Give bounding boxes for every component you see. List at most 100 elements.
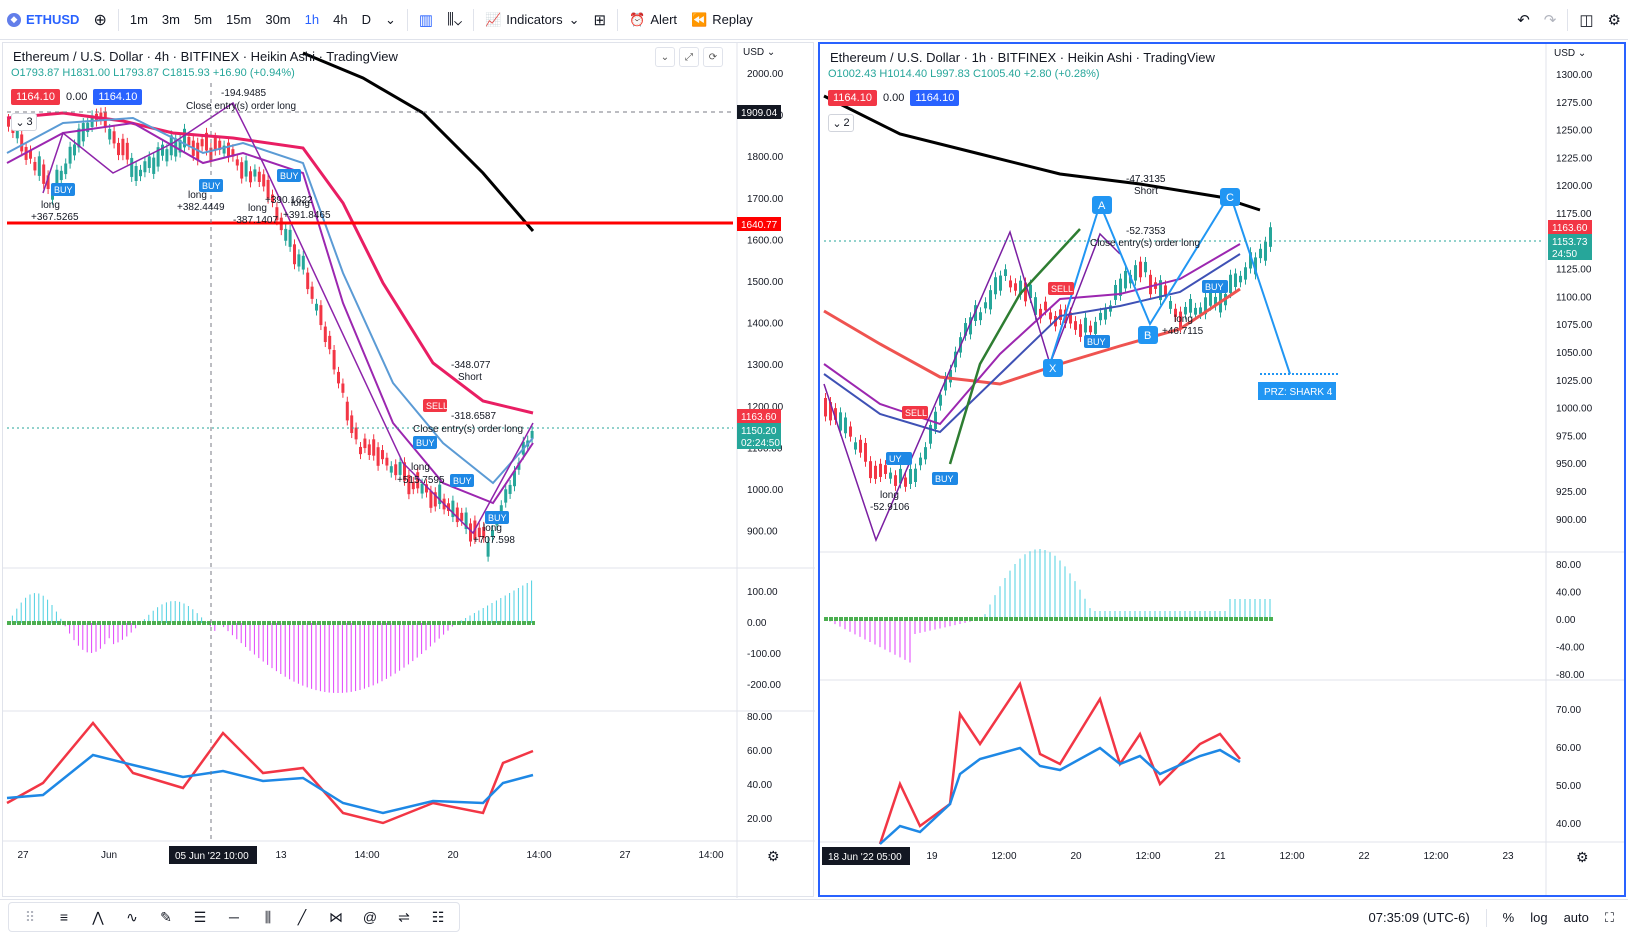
price-tick-label: 1125.00 — [1556, 265, 1592, 276]
indicators-label: Indicators — [506, 12, 563, 27]
candle-body — [407, 474, 411, 495]
candle-body — [156, 147, 160, 167]
signal-tag-label: BUY — [453, 476, 472, 486]
auto-toggle[interactable]: auto — [1563, 910, 1589, 925]
timeframe-4h[interactable]: 4h — [333, 12, 348, 27]
candle-body — [213, 137, 217, 151]
candle-body — [33, 161, 37, 171]
candle-body — [834, 408, 837, 420]
candle-body — [849, 426, 852, 437]
timeframe-5m[interactable]: 5m — [193, 12, 213, 27]
timeframe-D[interactable]: D — [361, 12, 371, 27]
trade-annotation: long — [41, 200, 60, 211]
brush-tool-icon[interactable]: ✎ — [160, 908, 172, 925]
left-chart-ohlc: O1793.87 H1831.00 L1793.87 C1815.93 +16.… — [11, 67, 295, 79]
candle-body — [1024, 282, 1027, 302]
timeframe-30m[interactable]: 30m — [265, 12, 291, 27]
ruler-tool-icon[interactable]: ☷ — [431, 908, 445, 925]
trade-annotation: -47.3135 — [1126, 174, 1166, 185]
candle-body — [1244, 267, 1247, 280]
candle-body — [15, 124, 19, 139]
candle-body — [1189, 298, 1192, 313]
trade-annotation: -194.9485 — [221, 88, 266, 99]
candle-body — [178, 139, 182, 153]
percent-toggle[interactable]: % — [1502, 910, 1515, 925]
compare-add-button[interactable]: ⊕ — [93, 11, 107, 29]
timeframe-list: 1m 3m 5m 15m 30m 1h 4h D — [123, 0, 378, 40]
fullscreen-icon[interactable]: ⛶ — [1604, 909, 1614, 925]
pattern-tool-icon[interactable]: ⋀ — [92, 908, 104, 925]
scroll-down-icon[interactable]: ⌄ — [655, 47, 675, 67]
candle-body — [288, 229, 292, 247]
replay-button[interactable]: ⏪ Replay — [684, 0, 760, 40]
settings-icon[interactable]: ⚙ — [1607, 12, 1621, 29]
candle-body — [231, 149, 235, 157]
trend-line-icon[interactable]: ╱ — [297, 908, 307, 925]
chart-pane-left[interactable]: 2000.001900.001800.001700.001600.001500.… — [2, 42, 815, 898]
candle-body — [389, 466, 393, 473]
time-tick-label: 20 — [1070, 851, 1082, 862]
candle-body — [455, 507, 459, 523]
harmonic-line — [42, 101, 534, 535]
candle-body — [310, 286, 314, 299]
symbol-search[interactable]: ◆ ETHUSD — [0, 0, 86, 40]
timeframe-dropdown-icon[interactable]: ⌄ — [384, 11, 396, 27]
elliott-tool-icon[interactable]: ∿ — [126, 908, 138, 925]
candle-body — [262, 174, 266, 187]
candle-body — [293, 244, 296, 265]
legend-collapse-button[interactable]: ⌄ 2 — [828, 114, 854, 132]
timeframe-1h[interactable]: 1h — [304, 12, 320, 27]
right-chart-canvas[interactable]: 1300.00 1275.00 1250.00 1225.00 1200.00 1175.… — [820, 44, 1624, 895]
left-chart-canvas[interactable]: 2000.001900.001800.001700.001600.001500.… — [3, 43, 815, 898]
redo-icon[interactable]: ↷ — [1543, 12, 1557, 29]
red-line-price-label: 1640.77 — [741, 220, 778, 231]
bar-style-icon[interactable]: ▥ — [418, 11, 434, 29]
horizontal-line-icon[interactable]: ─ — [229, 909, 239, 925]
trade-annotation: Close entry(s) order long — [1090, 238, 1200, 249]
last-price2-label: 1150.20 — [741, 426, 777, 437]
buy-price-button[interactable]: 1164.10 — [910, 90, 960, 106]
right-currency-dropdown[interactable]: USD ⌄ — [1554, 48, 1587, 59]
trade-annotation: -318.6587 — [451, 411, 496, 422]
timeframe-15m[interactable]: 15m — [226, 12, 252, 27]
last-price2-box — [737, 423, 781, 449]
sell-price-button[interactable]: 1164.10 — [11, 89, 60, 105]
sell-price-button[interactable]: 1164.10 — [828, 90, 877, 106]
undo-icon[interactable]: ↶ — [1517, 12, 1530, 29]
templates-icon[interactable]: ⊞ — [593, 11, 607, 29]
alert-button[interactable]: ⏰ Alert — [622, 0, 684, 40]
gear-icon: ⚙ — [767, 848, 780, 864]
candle-body — [429, 490, 433, 508]
buy-price-button[interactable]: 1164.10 — [93, 89, 143, 105]
left-currency-dropdown[interactable]: USD ⌄ — [743, 47, 776, 58]
candle-body — [183, 128, 186, 148]
fib-tool-icon[interactable]: ☰ — [193, 908, 207, 925]
log-toggle[interactable]: log — [1530, 910, 1548, 925]
top-toolbar: ◆ ETHUSD ⊕ 1m 3m 5m 15m 30m 1h 4h D ⌄ ▥ ⫼⌄ 📈 In… — [0, 0, 1628, 40]
spiral-tool-icon[interactable]: @ — [362, 909, 378, 925]
chart-pane-right[interactable]: 1300.00 1275.00 1250.00 1225.00 1200.00 1175.… — [818, 42, 1626, 897]
layout-icon[interactable]: ◫ — [1579, 12, 1594, 29]
osc-blue-line — [6, 753, 534, 815]
signal-tag-label: BUY — [1087, 337, 1106, 347]
candle-body — [984, 302, 987, 309]
legend-collapse-button[interactable]: ⌄ 3 — [11, 113, 37, 131]
position-tool-icon[interactable]: ⇌ — [398, 908, 410, 925]
timeframe-1m[interactable]: 1m — [129, 12, 148, 27]
maximize-icon[interactable]: ⤢ — [679, 47, 699, 67]
trade-annotation: -387.1407 — [233, 215, 278, 226]
lines-tool-icon[interactable]: ≡ — [59, 909, 69, 925]
vertical-lines-icon[interactable]: ⫼ — [264, 908, 272, 925]
candle-body — [403, 462, 406, 481]
indicators-button[interactable]: 📈 Indicators ⌄ — [478, 0, 586, 40]
ma-black-line — [302, 51, 535, 232]
candle-body — [889, 472, 892, 479]
candle-body — [249, 171, 252, 183]
drag-handle-icon[interactable]: ⠿ — [24, 908, 36, 925]
sync-icon[interactable]: ⟳ — [703, 47, 723, 67]
xabcd-tool-icon[interactable]: ⋈ — [329, 908, 343, 925]
candle-type-icon[interactable]: ⫼⌄ — [447, 11, 463, 28]
candle-body — [864, 442, 867, 462]
timeframe-3m[interactable]: 3m — [161, 12, 180, 27]
spread-value: 0.00 — [882, 92, 905, 104]
